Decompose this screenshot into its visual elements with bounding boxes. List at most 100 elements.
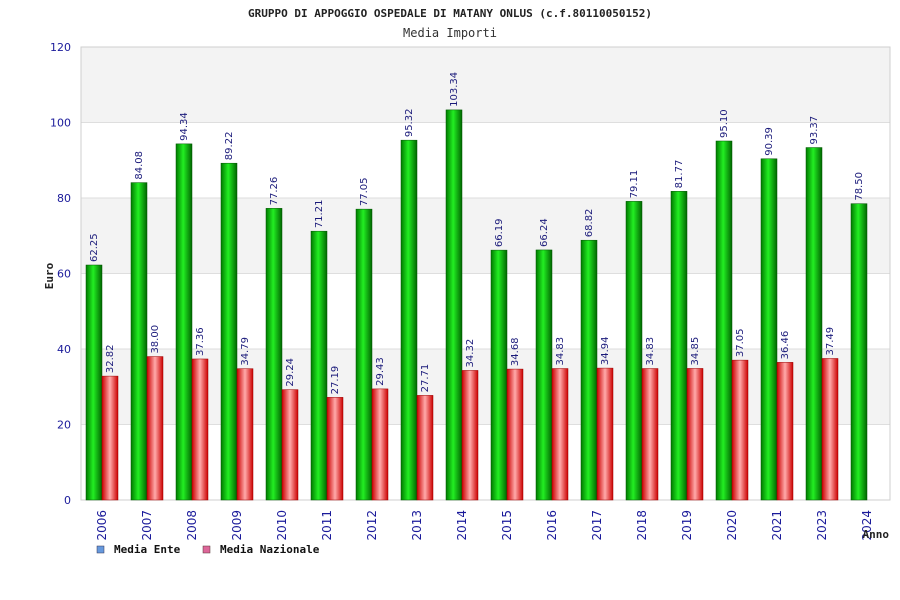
x-tick-label-2010: 2010 xyxy=(275,510,289,541)
value-label-media-ente-2018: 79.11 xyxy=(629,170,640,199)
value-label-media-ente-2012: 77.05 xyxy=(359,177,370,206)
x-tick-label-2024: 2024 xyxy=(860,510,874,541)
value-label-media-nazionale-2023: 37.49 xyxy=(825,327,836,356)
x-tick-label-2006: 2006 xyxy=(95,510,109,541)
value-label-media-ente-2009: 89.22 xyxy=(224,132,235,161)
legend-label-media-ente: Media Ente xyxy=(114,543,181,556)
bar-media-nazionale-2014 xyxy=(461,370,479,501)
value-label-media-nazionale-2019: 34.85 xyxy=(690,337,701,366)
x-tick-label-2016: 2016 xyxy=(545,510,559,541)
bar-media-nazionale-2019 xyxy=(686,368,704,501)
plot-background xyxy=(80,46,891,501)
bar-media-nazionale-2006 xyxy=(101,375,119,501)
x-axis-ticks: 2006 2007 2008 2009 2010 2011 2012 2013 2014 2015… xyxy=(95,510,874,541)
x-axis-label: Anno xyxy=(863,528,890,541)
x-tick-label-2021: 2021 xyxy=(770,510,784,541)
value-label-media-nazionale-2011: 27.19 xyxy=(330,366,341,395)
value-label-media-nazionale-2018: 34.83 xyxy=(645,337,656,366)
bar-media-ente-2010 xyxy=(265,208,283,501)
x-tick-label-2017: 2017 xyxy=(590,510,604,541)
bar-media-nazionale-2013 xyxy=(416,395,434,501)
value-label-media-nazionale-2012: 29.43 xyxy=(375,357,386,386)
x-tick-label-2011: 2011 xyxy=(320,510,334,541)
bar-media-ente-2017 xyxy=(580,239,598,501)
x-tick-label-2020: 2020 xyxy=(725,510,739,541)
value-label-media-ente-2008: 94.34 xyxy=(179,112,190,141)
x-tick-label-2015: 2015 xyxy=(500,510,514,541)
bar-media-nazionale-2008 xyxy=(191,358,209,501)
value-label-media-ente-2024: 78.50 xyxy=(854,172,865,201)
bar-media-ente-2006 xyxy=(85,264,103,501)
bar-media-ente-2008 xyxy=(175,143,193,501)
x-tick-label-2007: 2007 xyxy=(140,510,154,541)
value-label-media-nazionale-2016: 34.83 xyxy=(555,337,566,366)
y-tick-label: 120 xyxy=(50,41,71,54)
bar-media-ente-2018 xyxy=(625,201,643,501)
bars-group xyxy=(85,109,868,501)
x-tick-label-2013: 2013 xyxy=(410,510,424,541)
bar-media-ente-2012 xyxy=(355,208,373,501)
bar-media-nazionale-2012 xyxy=(371,388,389,501)
plot-band xyxy=(81,273,890,349)
value-label-media-nazionale-2015: 34.68 xyxy=(510,337,521,366)
value-label-media-nazionale-2006: 32.82 xyxy=(105,344,116,373)
bar-media-nazionale-2023 xyxy=(821,358,839,501)
bar-media-nazionale-2011 xyxy=(326,397,344,501)
value-label-media-ente-2020: 95.10 xyxy=(719,109,730,138)
y-axis-ticks: 0 20 40 60 80 100 120 xyxy=(50,41,71,507)
bar-media-nazionale-2007 xyxy=(146,356,164,501)
bar-media-nazionale-2021 xyxy=(776,362,794,501)
bar-media-ente-2021 xyxy=(760,158,778,501)
x-tick-label-2012: 2012 xyxy=(365,510,379,541)
value-labels-group: 62.25 32.82 84.08 38.00 94.34 37.36 89.22 34.79… xyxy=(89,72,865,394)
legend-swatch-media-nazionale xyxy=(202,545,211,554)
value-label-media-nazionale-2013: 27.71 xyxy=(420,364,431,393)
bar-media-ente-2013 xyxy=(400,139,418,501)
value-label-media-ente-2019: 81.77 xyxy=(674,160,685,189)
legend-label-media-nazionale: Media Nazionale xyxy=(220,543,320,556)
value-label-media-nazionale-2014: 34.32 xyxy=(465,339,476,368)
bar-media-nazionale-2020 xyxy=(731,359,749,501)
y-tick-label: 80 xyxy=(57,192,71,205)
bar-media-nazionale-2015 xyxy=(506,368,524,501)
y-tick-label: 100 xyxy=(50,117,71,130)
value-label-media-nazionale-2021: 36.46 xyxy=(780,331,791,360)
bar-media-nazionale-2010 xyxy=(281,389,299,501)
legend: Media Ente Media Nazionale xyxy=(96,543,320,556)
value-label-media-ente-2010: 77.26 xyxy=(269,177,280,206)
chart-title: GRUPPO DI APPOGGIO OSPEDALE DI MATANY ON… xyxy=(248,7,652,20)
plot-border xyxy=(80,46,891,501)
value-label-media-nazionale-2020: 37.05 xyxy=(735,328,746,357)
y-tick-label: 60 xyxy=(57,268,71,281)
value-label-media-nazionale-2008: 37.36 xyxy=(195,327,206,356)
x-tick-label-2023: 2023 xyxy=(815,510,829,541)
bar-media-ente-2019 xyxy=(670,191,688,501)
value-label-media-nazionale-2007: 38.00 xyxy=(150,325,161,354)
y-axis-label: Euro xyxy=(43,262,56,289)
bar-media-ente-2015 xyxy=(490,249,508,501)
y-tick-label: 40 xyxy=(57,343,71,356)
value-label-media-ente-2017: 68.82 xyxy=(584,209,595,238)
value-label-media-ente-2016: 66.24 xyxy=(539,218,550,247)
value-label-media-ente-2015: 66.19 xyxy=(494,218,505,247)
x-tick-label-2019: 2019 xyxy=(680,510,694,541)
value-label-media-nazionale-2010: 29.24 xyxy=(285,358,296,387)
value-label-media-ente-2023: 93.37 xyxy=(809,116,820,145)
legend-swatch-media-ente xyxy=(96,545,105,554)
bar-media-ente-2009 xyxy=(220,162,238,501)
bar-media-ente-2007 xyxy=(130,182,148,501)
plot-band xyxy=(81,47,890,123)
value-label-media-ente-2014: 103.34 xyxy=(449,72,460,107)
x-tick-label-2009: 2009 xyxy=(230,510,244,541)
x-tick-label-2008: 2008 xyxy=(185,510,199,541)
bar-media-nazionale-2016 xyxy=(551,368,569,501)
value-label-media-ente-2011: 71.21 xyxy=(314,200,325,229)
x-tick-label-2014: 2014 xyxy=(455,510,469,541)
bar-media-ente-2024 xyxy=(850,203,868,501)
bar-media-nazionale-2018 xyxy=(641,368,659,501)
plot-band xyxy=(81,349,890,425)
value-label-media-ente-2006: 62.25 xyxy=(89,233,100,262)
bar-media-ente-2023 xyxy=(805,147,823,501)
plot-band xyxy=(81,198,890,274)
